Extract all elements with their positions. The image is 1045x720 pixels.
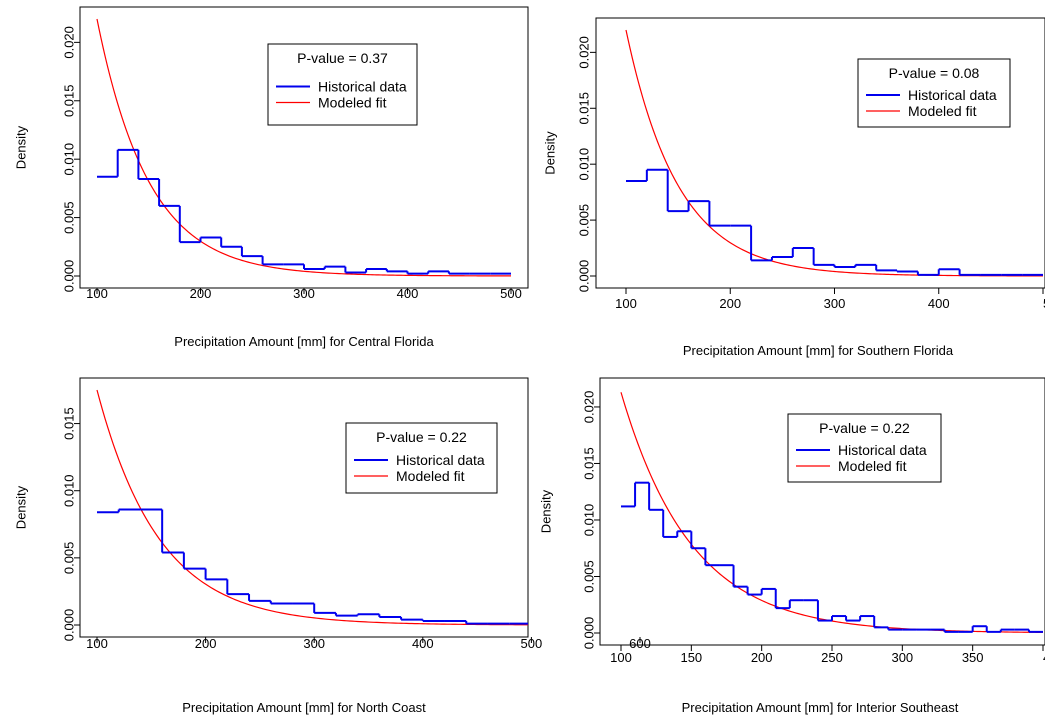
panel-central-florida: 0.000 0.005 0.010 0.015 0.020 100 200 300 400 500… xyxy=(13,6,529,349)
y-tick-label: 0.010 xyxy=(576,148,591,181)
y-tick-label: 0.000 xyxy=(61,609,76,642)
legend-box xyxy=(787,413,942,483)
legend-item-modeled-label: Modeled fit xyxy=(908,103,977,119)
y-axis-title: Density xyxy=(538,489,553,533)
y-tick-label: 0.010 xyxy=(61,143,76,176)
x-tick-label: 300 xyxy=(303,636,325,651)
x-axis-title: Precipitation Amount [mm] for Interior S… xyxy=(682,700,959,715)
plot-frame xyxy=(595,17,1045,289)
x-tick-label: 600 xyxy=(629,636,651,651)
panel-north-coast: 0.000 0.005 0.010 0.015 100 200 300 400 500 600 Pr… xyxy=(13,377,651,715)
x-tick-label: 100 xyxy=(86,636,108,651)
x-tick-label: 250 xyxy=(821,650,843,665)
x-tick-label: 500 xyxy=(1043,296,1045,311)
x-tick-label: 100 xyxy=(86,286,108,301)
legend-title: P-value = 0.22 xyxy=(376,429,467,445)
legend-box xyxy=(267,43,418,126)
legend-box xyxy=(857,58,1011,128)
y-tick-label: 0.020 xyxy=(576,36,591,69)
x-axis-title: Precipitation Amount [mm] for Southern F… xyxy=(683,343,954,358)
legend-item-historical-label: Historical data xyxy=(908,87,997,103)
x-tick-label: 200 xyxy=(195,636,217,651)
x-axis-title: Precipitation Amount [mm] for Central Fl… xyxy=(174,334,434,349)
x-tick-label: 150 xyxy=(680,650,702,665)
legend-item-modeled-label: Modeled fit xyxy=(396,468,465,484)
legend-box xyxy=(345,422,498,494)
x-tick-label: 200 xyxy=(751,650,773,665)
x-tick-label: 400 xyxy=(1043,650,1045,665)
y-tick-label: 0.005 xyxy=(61,201,76,234)
x-tick-label: 500 xyxy=(500,286,522,301)
y-tick-label: 0.005 xyxy=(581,560,596,593)
x-tick-label: 300 xyxy=(293,286,315,301)
x-tick-label: 100 xyxy=(610,650,632,665)
series-historical-data xyxy=(97,148,511,275)
y-tick-label: 0.000 xyxy=(61,260,76,293)
panel-southern-florida: 0.000 0.005 0.010 0.015 0.020 100 200 300 400 500… xyxy=(542,17,1045,358)
legend-item-historical-label: Historical data xyxy=(318,79,407,95)
y-tick-label: 0.010 xyxy=(581,504,596,537)
y-tick-label: 0.020 xyxy=(581,391,596,424)
y-tick-label: 0.005 xyxy=(576,204,591,237)
plot-frame xyxy=(79,377,529,638)
x-tick-label: 100 xyxy=(615,296,637,311)
x-tick-label: 500 xyxy=(521,636,543,651)
x-tick-label: 350 xyxy=(962,650,984,665)
y-tick-label: 0.000 xyxy=(581,617,596,650)
x-axis-title: Precipitation Amount [mm] for North Coas… xyxy=(182,700,426,715)
series-modeled-fit xyxy=(96,389,528,626)
y-tick-label: 0.015 xyxy=(61,84,76,117)
legend-item-modeled-label: Modeled fit xyxy=(318,95,387,111)
legend-title: P-value = 0.08 xyxy=(889,65,980,81)
x-tick-label: 400 xyxy=(397,286,419,301)
y-axis-title: Density xyxy=(542,131,557,175)
y-tick-label: 0.020 xyxy=(61,26,76,59)
x-tick-label: 200 xyxy=(190,286,212,301)
x-tick-label: 400 xyxy=(412,636,434,651)
y-axis-title: Density xyxy=(13,485,28,529)
series-historical-data xyxy=(621,481,1043,633)
legend-item-modeled-label: Modeled fit xyxy=(838,458,907,474)
legend-item-historical-label: Historical data xyxy=(396,452,485,468)
legend-item-historical-label: Historical data xyxy=(838,442,927,458)
legend-title: P-value = 0.37 xyxy=(297,50,388,66)
legend-title: P-value = 0.22 xyxy=(819,420,910,436)
y-tick-label: 0.015 xyxy=(576,92,591,125)
series-historical-data xyxy=(97,508,528,625)
y-axis-title: Density xyxy=(13,125,28,169)
series-historical-data xyxy=(626,168,1043,276)
y-tick-label: 0.015 xyxy=(581,447,596,480)
x-tick-label: 300 xyxy=(891,650,913,665)
series-modeled-fit xyxy=(96,18,511,277)
plot-frame xyxy=(599,377,1045,646)
y-tick-label: 0.005 xyxy=(61,542,76,575)
x-tick-label: 400 xyxy=(928,296,950,311)
panel-interior-southeast: 0.000 0.005 0.010 0.015 0.020 100 150 200 250 300… xyxy=(538,377,1045,715)
x-tick-label: 300 xyxy=(824,296,846,311)
y-tick-label: 0.010 xyxy=(61,474,76,507)
y-tick-label: 0.000 xyxy=(576,260,591,293)
y-tick-label: 0.015 xyxy=(61,407,76,440)
x-tick-label: 200 xyxy=(719,296,741,311)
